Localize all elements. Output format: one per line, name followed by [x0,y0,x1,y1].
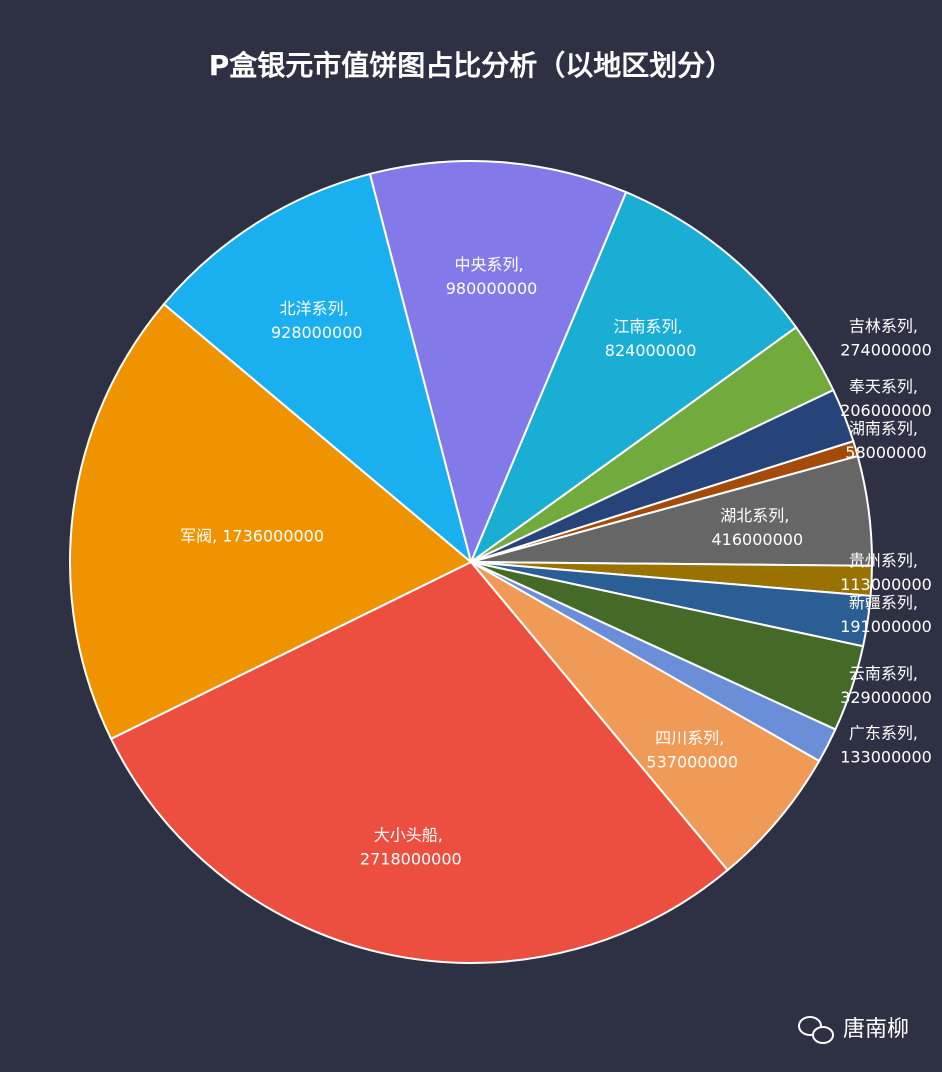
label-name: 吉林系列, [849,317,923,336]
label-name: 中央系列, [454,255,528,274]
label-value: 980000000 [446,279,538,298]
pie-slice [162,172,473,565]
label-value: 329000000 [840,688,932,707]
data-label: 贵州系列, 113000000 [840,551,932,594]
data-label: 大小头船, 2718000000 [360,825,462,868]
label-value: 537000000 [646,753,738,772]
pie-slice [368,160,628,566]
label-value: 928000000 [271,323,363,342]
slices [69,160,873,964]
data-label: 新疆系列, 191000000 [840,593,932,636]
data-label: 奉天系列, 206000000 [840,377,932,420]
data-label: 湖北系列, 416000000 [712,506,804,549]
data-label: 四川系列, 537000000 [646,729,738,772]
label-value: 416000000 [712,530,804,549]
data-label: 云南系列, 329000000 [840,664,932,707]
data-label: 吉林系列, 274000000 [840,317,932,360]
pie-slice [69,302,473,741]
data-label: 江南系列, 824000000 [605,317,697,360]
data-label: 北洋系列, 928000000 [271,299,363,342]
label-value: 58000000 [845,443,926,462]
data-label: 军阀, 1736000000 [180,526,324,545]
label-name: 新疆系列, [849,593,923,612]
label-name: 北洋系列, [280,299,354,318]
label-name: 江南系列, [614,317,688,336]
label-value: 274000000 [840,341,932,360]
label-value: 191000000 [840,617,932,636]
label-name: 广东系列, [849,724,923,743]
watermark: 唐南柳 [843,1017,909,1042]
label-name: 湖南系列, [849,419,923,438]
label-value: 824000000 [605,341,697,360]
data-label: 湖南系列, 58000000 [845,419,926,462]
label-name: 湖北系列, [720,506,794,525]
wechat-icon [798,1016,834,1044]
label-name: 奉天系列, [849,377,923,396]
label-value: 113000000 [840,575,932,594]
data-label: 广东系列, 133000000 [840,724,932,767]
label-name: 四川系列, [655,729,729,748]
label-value: 2718000000 [360,849,462,868]
chart-title: P盒银元市值饼图占比分析（以地区划分） [209,49,734,82]
pie-slice [468,190,798,565]
label-value: 133000000 [840,748,932,767]
pie-slice [470,561,821,872]
label-name: 贵州系列, [849,551,923,570]
pie-slice [109,560,729,964]
data-label: 中央系列, 980000000 [446,255,538,298]
label-name: 云南系列, [849,664,923,683]
label-name: 大小头船, [374,825,448,844]
label-value: 206000000 [840,401,932,420]
